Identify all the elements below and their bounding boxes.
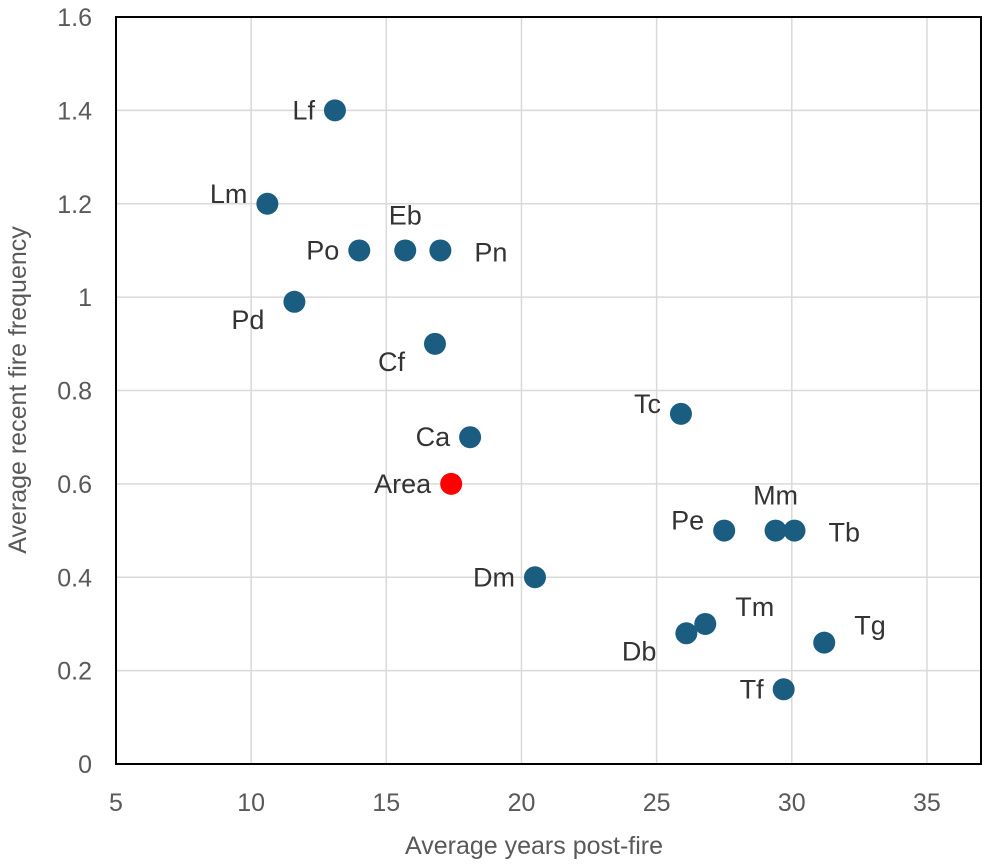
data-point <box>348 239 371 262</box>
data-point-label: Area <box>374 469 432 499</box>
y-tick-label: 1 <box>78 284 92 312</box>
data-point <box>713 519 736 542</box>
data-point <box>459 426 482 449</box>
data-point-label: Tb <box>828 518 860 548</box>
data-point-label: Pd <box>231 305 264 335</box>
data-point <box>813 631 836 654</box>
y-tick-label: 0.4 <box>57 564 92 592</box>
data-point-labels: Lf Lm Eb Po Pn Pd Cf Tc Ca Area Mm Pe Tb Dm Tm Db Tg Tf <box>210 95 886 704</box>
data-point-label: Db <box>622 636 657 666</box>
x-tick-label: 15 <box>372 789 400 817</box>
data-point <box>423 332 446 355</box>
data-point <box>256 192 279 215</box>
data-point-label: Cf <box>378 347 405 377</box>
data-point <box>394 239 417 262</box>
y-tick-label: 0.2 <box>57 658 92 686</box>
data-point <box>323 99 346 122</box>
y-tick-label: 0.8 <box>57 378 92 406</box>
data-point-label: Tg <box>854 611 886 641</box>
x-tick-label: 35 <box>913 789 941 817</box>
data-points <box>256 99 836 701</box>
y-tick-label: 1.6 <box>57 4 92 32</box>
y-tick-labels: 0 0.2 0.4 0.6 0.8 1 1.2 1.4 1.6 <box>57 4 92 779</box>
data-point <box>675 622 698 645</box>
x-tick-label: 30 <box>778 789 806 817</box>
data-point-label: Ca <box>416 422 451 452</box>
y-tick-label: 1.4 <box>57 97 92 125</box>
y-tick-label: 0 <box>78 751 92 779</box>
data-point <box>694 612 717 635</box>
x-axis-title: Average years post-fire <box>405 832 663 860</box>
data-point-label: Lf <box>292 95 315 125</box>
data-point <box>764 519 787 542</box>
data-point-label: Lm <box>210 179 248 209</box>
plot-area-border <box>115 16 982 765</box>
data-point <box>523 566 546 589</box>
data-point-label: Tc <box>634 389 661 419</box>
y-axis-title: Average recent fire frequency <box>4 226 32 554</box>
highlight-data-point <box>440 472 463 495</box>
data-point <box>429 239 452 262</box>
y-tick-label: 0.6 <box>57 471 92 499</box>
data-point-label: Mm <box>753 481 798 511</box>
x-tick-label: 5 <box>109 789 123 817</box>
y-tick-label: 1.2 <box>57 191 92 219</box>
data-point-label: Dm <box>473 562 515 592</box>
data-point-label: Eb <box>389 200 422 230</box>
data-point-label: Tf <box>740 674 764 704</box>
x-tick-label: 10 <box>237 789 265 817</box>
data-point <box>669 402 692 425</box>
data-point <box>772 678 795 701</box>
x-tick-labels: 5 10 15 20 25 30 35 <box>109 789 941 817</box>
data-point-label: Pe <box>671 506 704 536</box>
data-point <box>783 519 806 542</box>
gridlines <box>115 16 981 765</box>
x-tick-label: 20 <box>508 789 536 817</box>
data-point-label: Po <box>306 235 339 265</box>
data-point-label: Tm <box>735 592 774 622</box>
x-tick-label: 25 <box>643 789 671 817</box>
data-point-label: Pn <box>474 237 507 267</box>
data-point <box>283 290 306 313</box>
